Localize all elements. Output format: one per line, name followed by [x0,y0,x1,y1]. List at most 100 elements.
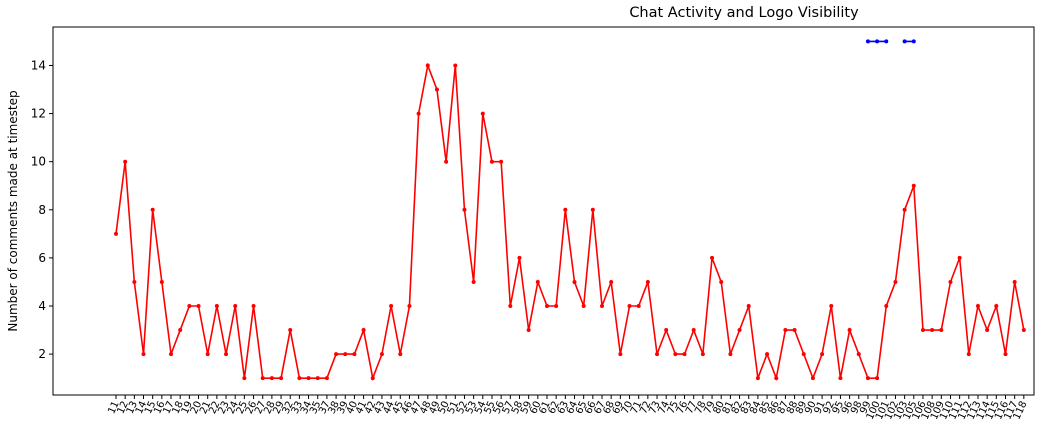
data-point [425,63,430,68]
data-point [343,352,348,357]
x-tick-label: 60 [528,400,543,416]
data-point [563,207,568,212]
data-point [673,352,678,357]
y-tick-label: 12 [31,107,46,121]
data-point [260,376,265,381]
x-tick-label: 16 [152,400,167,416]
data-point [279,376,284,381]
data-point [765,352,770,357]
data-point [480,111,485,116]
data-point [746,304,751,309]
x-tick-label: 34 [299,400,314,416]
x-tick-label: 69 [611,400,626,416]
x-tick-label: 74 [657,400,672,416]
x-tick-label: 26 [244,400,259,416]
y-tick-label: 14 [31,58,46,72]
data-point [783,328,788,333]
data-point [966,352,971,357]
x-tick-label: 49 [427,400,442,416]
data-point [315,376,320,381]
data-point [719,279,724,284]
data-point [875,376,880,381]
x-tick-label: 67 [592,400,607,416]
data-point [975,304,980,309]
x-tick-label: 77 [684,400,699,416]
data-point [930,328,935,333]
data-point [664,328,669,333]
data-point [389,304,394,309]
x-tick-label: 86 [767,400,782,416]
data-point [150,207,155,212]
data-point [856,352,861,357]
data-point [544,304,549,309]
y-axis-label: Number of comments made at timestep [6,90,20,331]
data-point [838,376,843,381]
x-tick-label: 72 [638,400,653,416]
data-point [489,159,494,164]
data-point [792,328,797,333]
data-point [911,183,916,188]
x-tick-label: 40 [345,400,360,416]
data-point [370,376,375,381]
x-tick-label: 12 [116,400,131,416]
data-point [618,352,623,357]
data-point [865,39,870,44]
data-point [581,304,586,309]
x-tick-label: 25 [235,400,250,416]
x-tick-label: 39 [336,400,351,416]
x-tick-label: 33 [290,400,305,416]
x-tick-label: 23 [216,400,231,416]
x-tick-label: 51 [446,400,461,416]
data-point [306,376,311,381]
plot-area [52,26,1035,396]
x-tick-label: 11 [106,400,121,416]
x-tick-label: 35 [308,400,323,416]
data-point [810,376,815,381]
data-point [902,207,907,212]
x-tick-label: 17 [161,400,176,416]
data-point [1012,279,1017,284]
data-point [884,39,889,44]
data-point [645,279,650,284]
data-point [636,304,641,309]
x-tick-label: 27 [253,400,268,416]
x-tick-label: 38 [326,400,341,416]
x-tick-label: 47 [409,400,424,416]
data-point [682,352,687,357]
data-point [499,159,504,164]
data-point [269,376,274,381]
x-tick-label: 19 [180,400,195,416]
x-tick-label: 28 [262,400,277,416]
x-tick-label: 58 [510,400,525,416]
data-point [214,304,219,309]
data-point [737,328,742,333]
data-point [755,376,760,381]
data-point [627,304,632,309]
x-tick-label: 70 [620,400,635,416]
data-point [600,304,605,309]
x-tick-label: 41 [354,400,369,416]
x-tick-label: 79 [702,400,717,416]
x-tick-label: 84 [748,400,763,416]
data-point [178,328,183,333]
data-point [875,39,880,44]
y-tick-label: 2 [38,347,46,361]
x-tick-label: 59 [519,400,534,416]
data-point [251,304,256,309]
data-point [169,352,174,357]
data-point [242,376,247,381]
data-point [572,279,577,284]
x-tick-label: 24 [226,400,241,416]
x-tick-label: 48 [418,400,433,416]
data-point [948,279,953,284]
x-tick-label: 62 [547,400,562,416]
x-tick-label: 68 [602,400,617,416]
data-point [655,352,660,357]
x-tick-label: 76 [675,400,690,416]
data-point [526,328,531,333]
x-tick-label: 55 [482,400,497,416]
data-point [847,328,852,333]
data-point [893,279,898,284]
x-tick-label: 20 [189,400,204,416]
